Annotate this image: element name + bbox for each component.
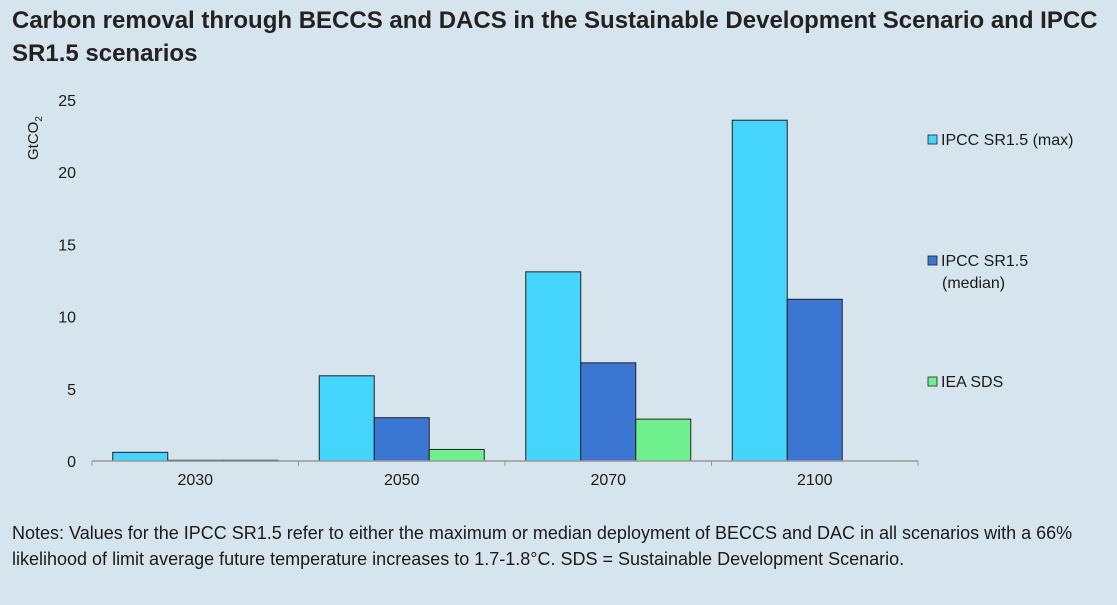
x-tick-label: 2100: [797, 472, 833, 489]
y-tick-label: 10: [58, 310, 76, 327]
y-tick-label: 15: [58, 237, 76, 254]
bar: [580, 362, 637, 462]
legend-swatch: [927, 134, 938, 145]
bar-chart: GtCO2 0 5 10 15 20 25 2030 2050 2070 2100 IPCC S…: [25, 93, 1073, 489]
chart-notes: Notes: Values for the IPCC SR1.5 refer t…: [12, 523, 1073, 569]
x-tick-label: 2030: [177, 472, 213, 489]
x-tick-label: 2050: [384, 472, 420, 489]
legend-swatch: [927, 376, 938, 387]
bar: [373, 417, 430, 462]
y-axis-ticks: 0 5 10 15 20 25: [58, 93, 76, 471]
bar: [731, 119, 788, 462]
x-axis-ticks: 2030 2050 2070 2100: [91, 461, 919, 489]
bars: [112, 119, 843, 462]
bar: [318, 375, 375, 462]
x-tick-label: 2070: [590, 472, 626, 489]
legend-label: IPCC SR1.5 (max): [941, 132, 1073, 149]
legend-swatch: [927, 255, 938, 266]
y-tick-label: 0: [67, 454, 76, 471]
y-axis-label: GtCO2: [25, 116, 45, 160]
bar: [786, 298, 843, 462]
legend: IPCC SR1.5 (max) IPCC SR1.5 (median) IEA SD…: [927, 132, 1073, 391]
y-axis-label-subscript: 2: [34, 116, 45, 122]
y-tick-label: 20: [58, 165, 76, 182]
bar: [635, 418, 692, 462]
bar: [112, 451, 169, 462]
bar: [525, 271, 582, 462]
y-tick-label: 5: [67, 382, 76, 399]
bar: [428, 448, 485, 462]
chart-title: Carbon removal through BECCS and DACS in…: [12, 7, 1098, 67]
y-axis-label-main: GtCO: [25, 122, 42, 160]
y-tick-label: 25: [58, 93, 76, 110]
legend-label: IEA SDS: [941, 374, 1003, 391]
legend-label: IPCC SR1.5 (median): [941, 253, 1028, 292]
